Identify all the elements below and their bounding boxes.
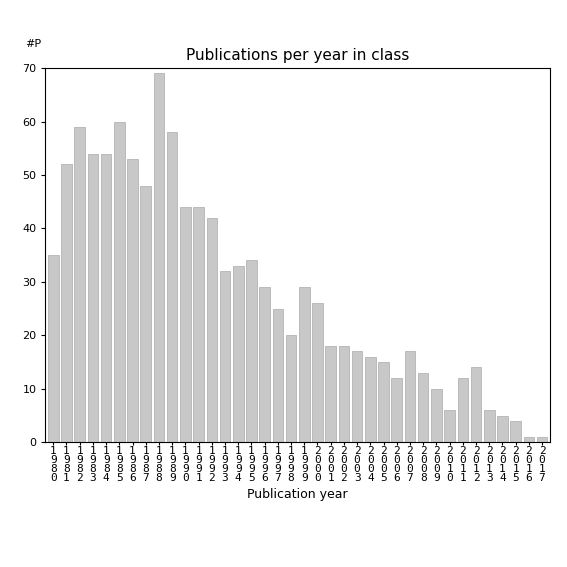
Bar — [445, 410, 455, 442]
Bar — [206, 218, 217, 442]
Bar — [233, 266, 243, 442]
Bar — [338, 346, 349, 442]
Bar — [378, 362, 389, 442]
Bar — [325, 346, 336, 442]
Bar — [365, 357, 375, 442]
Bar — [114, 121, 125, 442]
Bar — [246, 260, 257, 442]
Bar — [127, 159, 138, 442]
Bar — [484, 410, 494, 442]
Bar — [391, 378, 402, 442]
Bar — [523, 437, 534, 442]
Bar — [458, 378, 468, 442]
Bar — [299, 287, 310, 442]
Bar — [352, 352, 362, 442]
Bar — [61, 164, 72, 442]
Text: #P: #P — [25, 39, 41, 49]
Bar — [220, 271, 230, 442]
Bar — [180, 207, 191, 442]
Bar — [418, 373, 429, 442]
Bar — [405, 352, 415, 442]
Bar — [167, 132, 177, 442]
Bar — [471, 367, 481, 442]
Bar — [497, 416, 507, 442]
Title: Publications per year in class: Publications per year in class — [186, 48, 409, 63]
X-axis label: Publication year: Publication year — [247, 488, 348, 501]
Bar — [88, 154, 98, 442]
Bar — [273, 308, 283, 442]
Bar — [101, 154, 111, 442]
Bar — [510, 421, 521, 442]
Bar — [259, 287, 270, 442]
Bar — [312, 303, 323, 442]
Bar — [193, 207, 204, 442]
Bar — [154, 73, 164, 442]
Bar — [141, 185, 151, 442]
Bar — [431, 389, 442, 442]
Bar — [74, 127, 85, 442]
Bar — [48, 255, 58, 442]
Bar — [537, 437, 547, 442]
Bar — [286, 335, 297, 442]
